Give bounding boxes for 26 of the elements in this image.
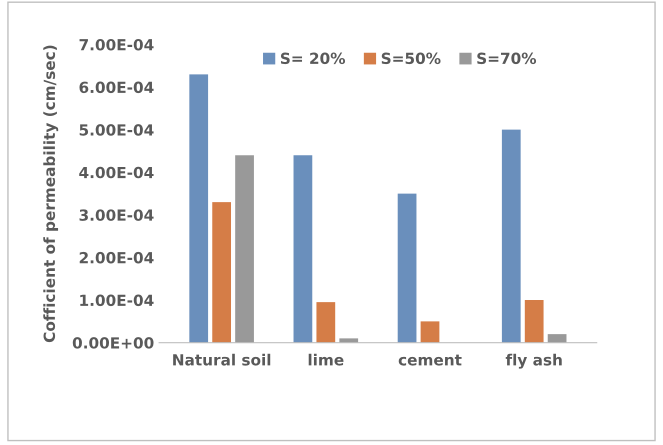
legend-label: S=50%	[382, 52, 441, 64]
bar	[502, 130, 521, 343]
bar	[548, 334, 566, 343]
x-tick-label: lime	[308, 354, 344, 366]
bar	[316, 302, 336, 343]
y-tick-label: 2.00E-04	[80, 252, 154, 264]
y-tick-label: 3.00E-04	[80, 209, 154, 221]
bar	[235, 155, 254, 343]
y-tick-label: 0.00E+00	[72, 337, 154, 349]
y-tick-label: 4.00E-04	[79, 166, 154, 178]
x-tick-label: Natural soil	[173, 354, 270, 366]
x-tick-label: fly ash	[506, 354, 562, 369]
bar	[524, 300, 544, 343]
y-tick-label: 7.00E-04	[80, 38, 154, 51]
legend-label: S=70%	[477, 52, 536, 64]
bar	[212, 202, 232, 343]
legend-label: S= 20%	[280, 52, 346, 64]
x-tick-label: cement	[398, 354, 462, 366]
bar	[294, 155, 312, 343]
bar	[189, 74, 208, 343]
bar	[420, 321, 440, 343]
y-tick-label: 6.00E-04	[79, 82, 154, 94]
bar	[398, 194, 416, 343]
y-tick-label: 5.00E-04	[80, 124, 154, 136]
y-tick-label: 1.00E-04	[80, 294, 154, 306]
y-axis-title: Cofficient of permeability (cm/sec)	[43, 46, 58, 342]
